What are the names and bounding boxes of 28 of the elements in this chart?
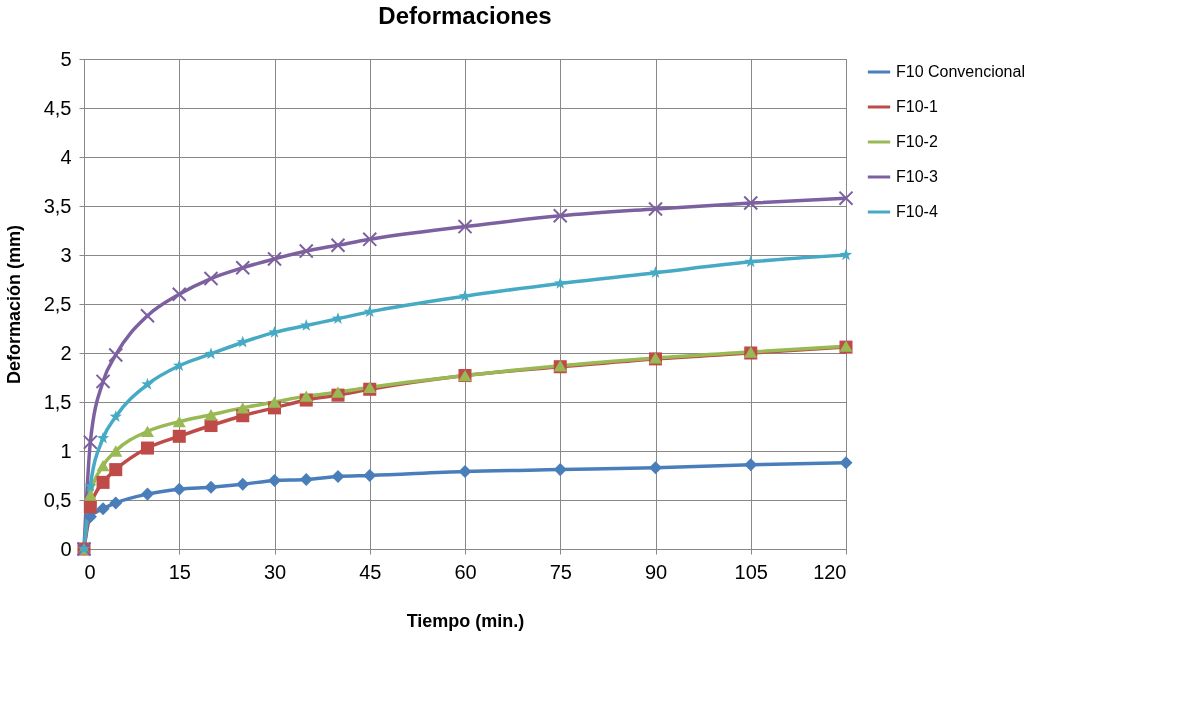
x-tick-label: 60 — [454, 560, 477, 583]
y-tick-label: 0,5 — [43, 488, 72, 511]
x-tick-label: 90 — [644, 560, 668, 583]
y-tick-label: 4 — [60, 145, 72, 168]
x-tick-label: 120 — [813, 560, 847, 583]
x-tick-label: 30 — [263, 560, 287, 583]
legend-label: F10 Convencional — [896, 63, 1025, 80]
x-tick-label: 75 — [549, 560, 572, 583]
y-tick-label: 3 — [60, 243, 72, 266]
y-axis-title: Deformación (mm) — [3, 224, 24, 385]
y-tick-label: 4,5 — [43, 96, 72, 119]
chart-title: Deformaciones — [378, 2, 552, 29]
x-tick-label: 0 — [84, 560, 96, 583]
x-tick-label: 15 — [168, 560, 191, 583]
x-tick-label: 45 — [359, 560, 382, 583]
y-tick-label: 1,5 — [43, 390, 72, 413]
legend-label: F10-1 — [896, 98, 938, 115]
y-tick-label: 2,5 — [43, 292, 72, 315]
x-axis-title: Tiempo (min.) — [406, 610, 525, 631]
y-tick-label: 2 — [60, 341, 72, 364]
y-tick-label: 3,5 — [43, 194, 72, 217]
legend-label: F10-3 — [896, 168, 938, 185]
y-tick-label: 1 — [60, 439, 72, 462]
y-tick-label: 0 — [60, 537, 72, 560]
x-tick-label: 105 — [734, 560, 768, 583]
y-tick-label: 5 — [60, 47, 72, 70]
legend-label: F10-2 — [896, 133, 938, 150]
legend-label: F10-4 — [896, 203, 938, 220]
